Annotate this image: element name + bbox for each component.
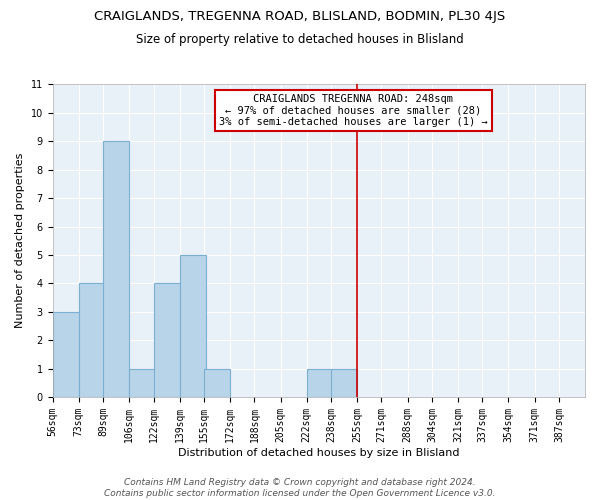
- Bar: [331, 368, 357, 397]
- Y-axis label: Number of detached properties: Number of detached properties: [15, 153, 25, 328]
- Bar: [53, 312, 79, 397]
- Bar: [154, 284, 179, 397]
- Bar: [103, 142, 129, 397]
- Text: Contains HM Land Registry data © Crown copyright and database right 2024.
Contai: Contains HM Land Registry data © Crown c…: [104, 478, 496, 498]
- Bar: [129, 368, 155, 397]
- Text: CRAIGLANDS, TREGENNA ROAD, BLISLAND, BODMIN, PL30 4JS: CRAIGLANDS, TREGENNA ROAD, BLISLAND, BOD…: [94, 10, 506, 23]
- Text: Size of property relative to detached houses in Blisland: Size of property relative to detached ho…: [136, 32, 464, 46]
- X-axis label: Distribution of detached houses by size in Blisland: Distribution of detached houses by size …: [178, 448, 460, 458]
- Bar: [79, 284, 104, 397]
- Bar: [204, 368, 230, 397]
- Bar: [179, 255, 206, 397]
- Text: CRAIGLANDS TREGENNA ROAD: 248sqm
← 97% of detached houses are smaller (28)
3% of: CRAIGLANDS TREGENNA ROAD: 248sqm ← 97% o…: [219, 94, 488, 127]
- Bar: [307, 368, 332, 397]
